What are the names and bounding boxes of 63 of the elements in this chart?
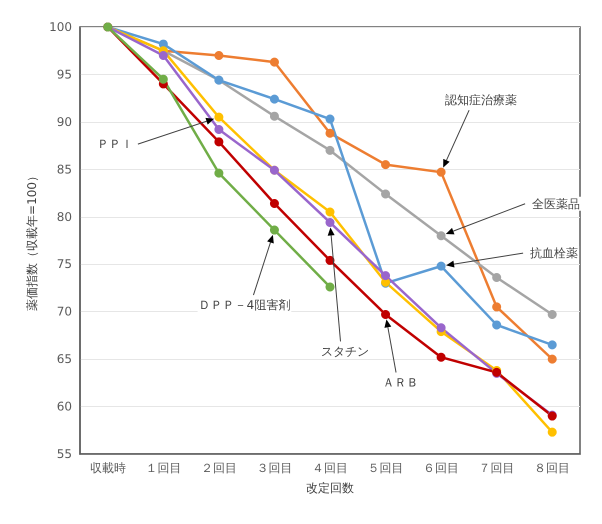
- point: [492, 320, 502, 330]
- point: [381, 271, 390, 280]
- y-tick-label: 95: [56, 67, 72, 82]
- point: [326, 282, 334, 292]
- point: [270, 198, 279, 208]
- point: [492, 302, 502, 312]
- y-tick-label: 60: [56, 400, 72, 414]
- point: [492, 273, 502, 282]
- x-tick-label: １回目: [145, 461, 182, 475]
- y-tick-label: 90: [56, 114, 72, 129]
- x-tick-label: ８回目: [534, 461, 570, 475]
- x-tick-label: ５回目: [368, 461, 404, 475]
- point: [436, 168, 446, 177]
- point: [326, 114, 334, 124]
- y-tick-label: 75: [56, 257, 72, 272]
- x-tick-label: 収載時: [90, 461, 126, 475]
- x-tick-label: ３回目: [256, 461, 292, 475]
- point: [326, 128, 334, 138]
- point: [270, 58, 279, 67]
- point: [436, 262, 446, 271]
- y-tick-label: 70: [56, 304, 72, 319]
- point: [214, 112, 224, 122]
- x-tick-label: ２回目: [200, 461, 237, 475]
- y-tick-label: 85: [56, 162, 72, 176]
- text: ＡＲＢ: [382, 376, 419, 390]
- point: [214, 124, 224, 134]
- point: [270, 94, 279, 104]
- point: [326, 208, 334, 217]
- point: [436, 352, 446, 362]
- point: [381, 310, 390, 320]
- point: [381, 160, 390, 170]
- point: [326, 146, 334, 155]
- point: [436, 231, 446, 240]
- point: [326, 256, 334, 265]
- point: [548, 428, 557, 437]
- point: [548, 310, 557, 320]
- x-tick-label: ６回目: [423, 461, 460, 475]
- point: [436, 323, 446, 332]
- point: [158, 74, 168, 84]
- point: [214, 168, 224, 178]
- point: [548, 340, 557, 350]
- y-tick-label: 100: [49, 20, 72, 34]
- y-tick-label: 80: [56, 210, 72, 224]
- text: 認知症治療薬: [445, 93, 518, 108]
- x-tick-label: ７回目: [478, 461, 515, 475]
- x-tick-label: ４回目: [312, 461, 348, 475]
- point: [548, 354, 557, 364]
- y-axis-title: 薬価指数（収載年=100）: [25, 170, 39, 311]
- y-tick-label: 65: [56, 352, 72, 366]
- point: [270, 112, 279, 121]
- point: [381, 190, 390, 198]
- text: ＰＰＩ: [96, 137, 133, 152]
- text: スタチン: [321, 344, 369, 358]
- point: [214, 50, 224, 60]
- point: [326, 218, 334, 227]
- point: [214, 137, 224, 146]
- point: [158, 50, 168, 60]
- y-tick-label: 55: [56, 447, 72, 461]
- text: ＤＰＰ－4阻害剤: [198, 298, 290, 312]
- x-axis-title: 改定回数: [306, 481, 354, 495]
- text: 全医薬品: [532, 196, 580, 211]
- point: [270, 226, 279, 235]
- text: 抗血栓薬: [530, 246, 578, 260]
